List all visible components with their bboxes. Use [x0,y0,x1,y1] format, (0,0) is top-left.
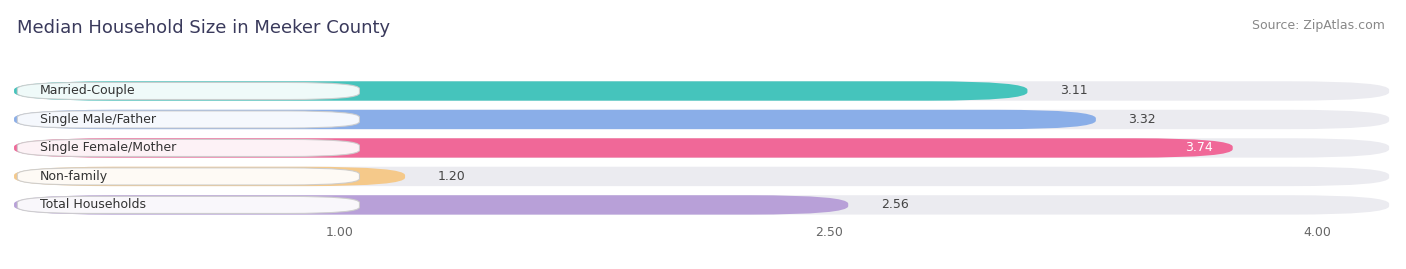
Text: 2.56: 2.56 [880,199,908,211]
Text: Total Households: Total Households [41,199,146,211]
FancyBboxPatch shape [14,81,1389,101]
Text: 3.11: 3.11 [1060,84,1088,97]
Text: Married-Couple: Married-Couple [41,84,136,97]
Text: 1.20: 1.20 [437,170,465,183]
FancyBboxPatch shape [17,111,360,128]
FancyBboxPatch shape [17,82,360,100]
Text: Source: ZipAtlas.com: Source: ZipAtlas.com [1251,19,1385,32]
FancyBboxPatch shape [14,195,1389,215]
Text: 3.32: 3.32 [1129,113,1156,126]
Text: Median Household Size in Meeker County: Median Household Size in Meeker County [17,19,389,37]
Text: Single Female/Mother: Single Female/Mother [41,141,176,154]
FancyBboxPatch shape [14,167,1389,186]
Text: Single Male/Father: Single Male/Father [41,113,156,126]
FancyBboxPatch shape [14,110,1389,129]
FancyBboxPatch shape [14,167,405,186]
FancyBboxPatch shape [17,168,360,185]
FancyBboxPatch shape [14,110,1095,129]
Text: 3.74: 3.74 [1185,141,1213,154]
FancyBboxPatch shape [17,139,360,157]
Text: Non-family: Non-family [41,170,108,183]
FancyBboxPatch shape [14,138,1389,158]
FancyBboxPatch shape [14,81,1028,101]
FancyBboxPatch shape [17,196,360,214]
FancyBboxPatch shape [14,138,1233,158]
FancyBboxPatch shape [14,195,848,215]
